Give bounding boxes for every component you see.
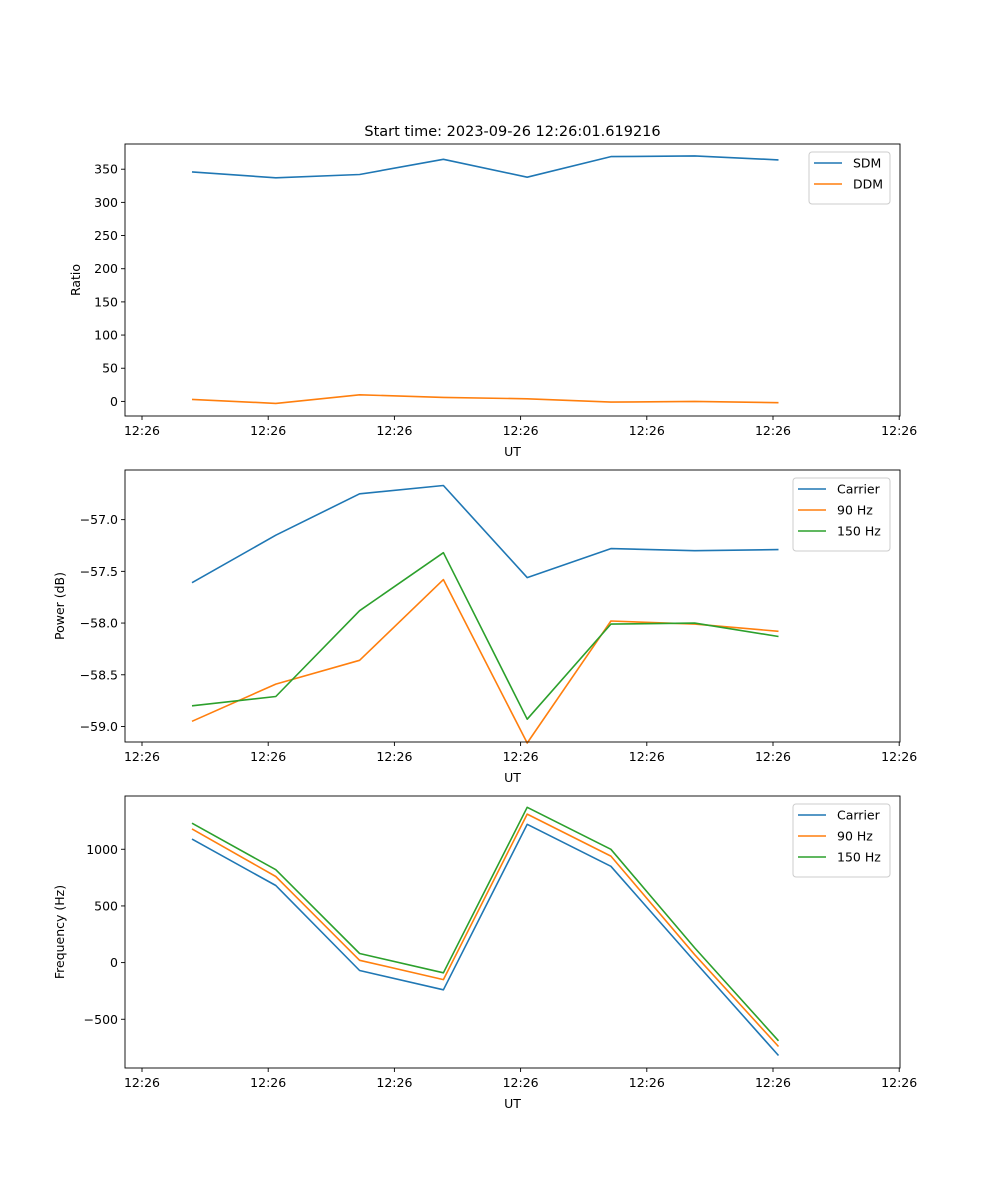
x-tick-label: 12:26 [629,423,665,438]
y-tick-label: 1000 [86,842,118,857]
x-tick-label: 12:26 [124,423,160,438]
legend-box [792,477,891,552]
legend-label: SDM [853,156,881,171]
y-tick-label: −58.0 [80,616,118,631]
y-tick-label: 250 [94,228,118,243]
series-line-90-hz [191,578,779,744]
y-tick-label: −57.0 [80,512,118,527]
y-tick-label: 300 [94,195,118,210]
x-tick-label: 12:26 [376,1075,412,1090]
series-line-sdm [191,155,779,179]
x-tick-label: 12:26 [755,423,791,438]
y-tick-label: 50 [102,361,118,376]
chart-panel-2: 12:2612:2612:2612:2612:2612:2612:2612:27… [52,469,917,785]
x-tick-label: 12:26 [250,749,286,764]
y-tick-label: −58.5 [80,667,118,682]
x-tick-label: 12:26 [503,1075,539,1090]
axes-frame [124,469,901,743]
y-tick-label: 0 [110,955,118,970]
series-line-150-hz [191,551,779,721]
legend-label: 90 Hz [837,503,873,518]
x-tick-label: 12:26 [755,749,791,764]
legend-label: 150 Hz [837,850,881,865]
y-axis-label: Frequency (Hz) [52,885,67,979]
axes-frame [124,143,901,417]
y-tick-label: 200 [94,261,118,276]
x-tick-label: 12:26 [376,423,412,438]
legend: Carrier 90 Hz 150 Hz [792,803,891,878]
y-axis-label: Power (dB) [52,572,67,640]
x-axis-label: UT [504,1096,521,1111]
series-line-ddm [191,393,779,405]
x-tick-label: 12:26 [250,423,286,438]
x-tick-label: 12:26 [503,423,539,438]
legend: Carrier 90 Hz 150 Hz [792,477,891,552]
y-tick-label: 100 [94,328,118,343]
legend: SDM DDM [808,151,891,205]
y-tick-label: −59.0 [80,719,118,734]
x-tick-label: 12:26 [503,749,539,764]
y-tick-label: 0 [110,394,118,409]
legend-box [808,151,891,205]
y-tick-label: −500 [84,1012,118,1027]
x-tick-label: 12:26 [250,1075,286,1090]
legend-label: DDM [853,177,883,192]
chart-title: Start time: 2023-09-26 12:26:01.619216 [364,124,660,140]
legend-label: Carrier [837,482,881,497]
x-tick-label: 12:26 [629,749,665,764]
legend-label: Carrier [837,808,881,823]
legend-box [792,803,891,878]
y-tick-label: 500 [94,898,118,913]
x-tick-label: 12:26 [881,423,917,438]
x-tick-label: 12:26 [881,749,917,764]
series-line-150-hz [191,806,780,1042]
legend-label: 90 Hz [837,829,873,844]
y-tick-label: 350 [94,162,118,177]
x-tick-label: 12:26 [124,749,160,764]
x-tick-label: 12:26 [376,749,412,764]
x-tick-label: 12:26 [124,1075,160,1090]
x-tick-label: 12:26 [755,1075,791,1090]
series-line-90-hz [191,813,780,1048]
x-axis-label: UT [504,770,521,785]
y-tick-label: 150 [94,294,118,309]
chart-panel-1: Start time: 2023-09-26 12:26:01.619216 12… [68,124,917,459]
x-tick-label: 12:26 [881,1075,917,1090]
legend-label: 150 Hz [837,524,881,539]
x-axis-label: UT [504,444,521,459]
series-line-carrier [191,823,780,1057]
x-tick-label: 12:26 [629,1075,665,1090]
y-axis-label: Ratio [68,264,83,296]
chart-panel-3: 12:2612:2612:2612:2612:2612:2612:2612:27… [52,795,917,1111]
series-line-carrier [191,484,779,584]
y-tick-label: −57.5 [80,564,118,579]
axes-frame [124,795,901,1069]
